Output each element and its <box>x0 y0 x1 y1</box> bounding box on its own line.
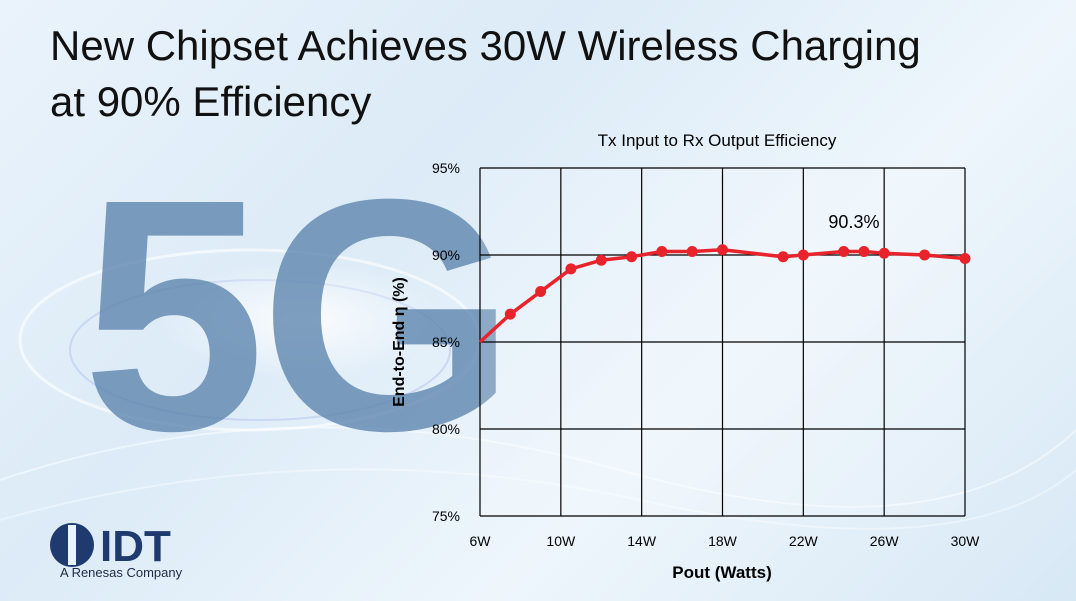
y-tick-label: 85% <box>432 334 460 350</box>
data-point <box>686 246 698 258</box>
data-point <box>858 246 870 258</box>
data-point <box>565 263 577 275</box>
x-tick-label: 14W <box>627 533 657 549</box>
headline-line-2: at 90% Efficiency <box>50 78 372 125</box>
data-point <box>626 251 638 263</box>
peak-annotation: 90.3% <box>828 212 879 232</box>
data-point <box>959 252 971 264</box>
x-tick-label: 6W <box>470 533 492 549</box>
data-point <box>717 244 728 256</box>
x-tick-label: 30W <box>951 533 981 549</box>
y-axis-label: End-to-End η (%) <box>391 277 408 407</box>
data-point <box>797 249 809 261</box>
logo-tagline: A Renesas Company <box>60 565 183 580</box>
y-tick-label: 95% <box>432 160 460 176</box>
y-tick-label: 75% <box>432 508 460 524</box>
data-point <box>535 286 547 298</box>
y-tick-label: 80% <box>432 421 460 437</box>
data-point <box>878 247 890 259</box>
chart-series: 90.3% <box>478 212 971 344</box>
efficiency-line <box>478 248 966 344</box>
data-point <box>504 308 516 320</box>
5g-graphic: 5G <box>82 130 516 499</box>
logo-wordmark: IDT <box>100 522 171 571</box>
x-tick-label: 18W <box>708 533 738 549</box>
data-point <box>656 246 668 258</box>
data-point <box>919 249 931 261</box>
x-tick-label: 22W <box>789 533 819 549</box>
chart-grid <box>479 167 966 517</box>
page-headline: New Chipset Achieves 30W Wireless Chargi… <box>50 18 1010 130</box>
data-point <box>595 254 607 266</box>
chart-title: Tx Input to Rx Output Efficiency <box>598 131 837 150</box>
headline-line-1: New Chipset Achieves 30W Wireless Chargi… <box>50 22 921 69</box>
x-axis-label: Pout (Watts) <box>672 563 771 582</box>
data-point <box>777 251 789 263</box>
data-point <box>838 246 850 258</box>
x-tick-label: 10W <box>546 533 576 549</box>
y-tick-label: 90% <box>432 247 460 263</box>
chart-ticks: 6W 10W 14W 18W 22W 26W 30W 75% 80% 85% 90% 95% <box>432 160 980 549</box>
x-tick-label: 26W <box>870 533 900 549</box>
idt-logo: IDT <box>50 522 171 571</box>
